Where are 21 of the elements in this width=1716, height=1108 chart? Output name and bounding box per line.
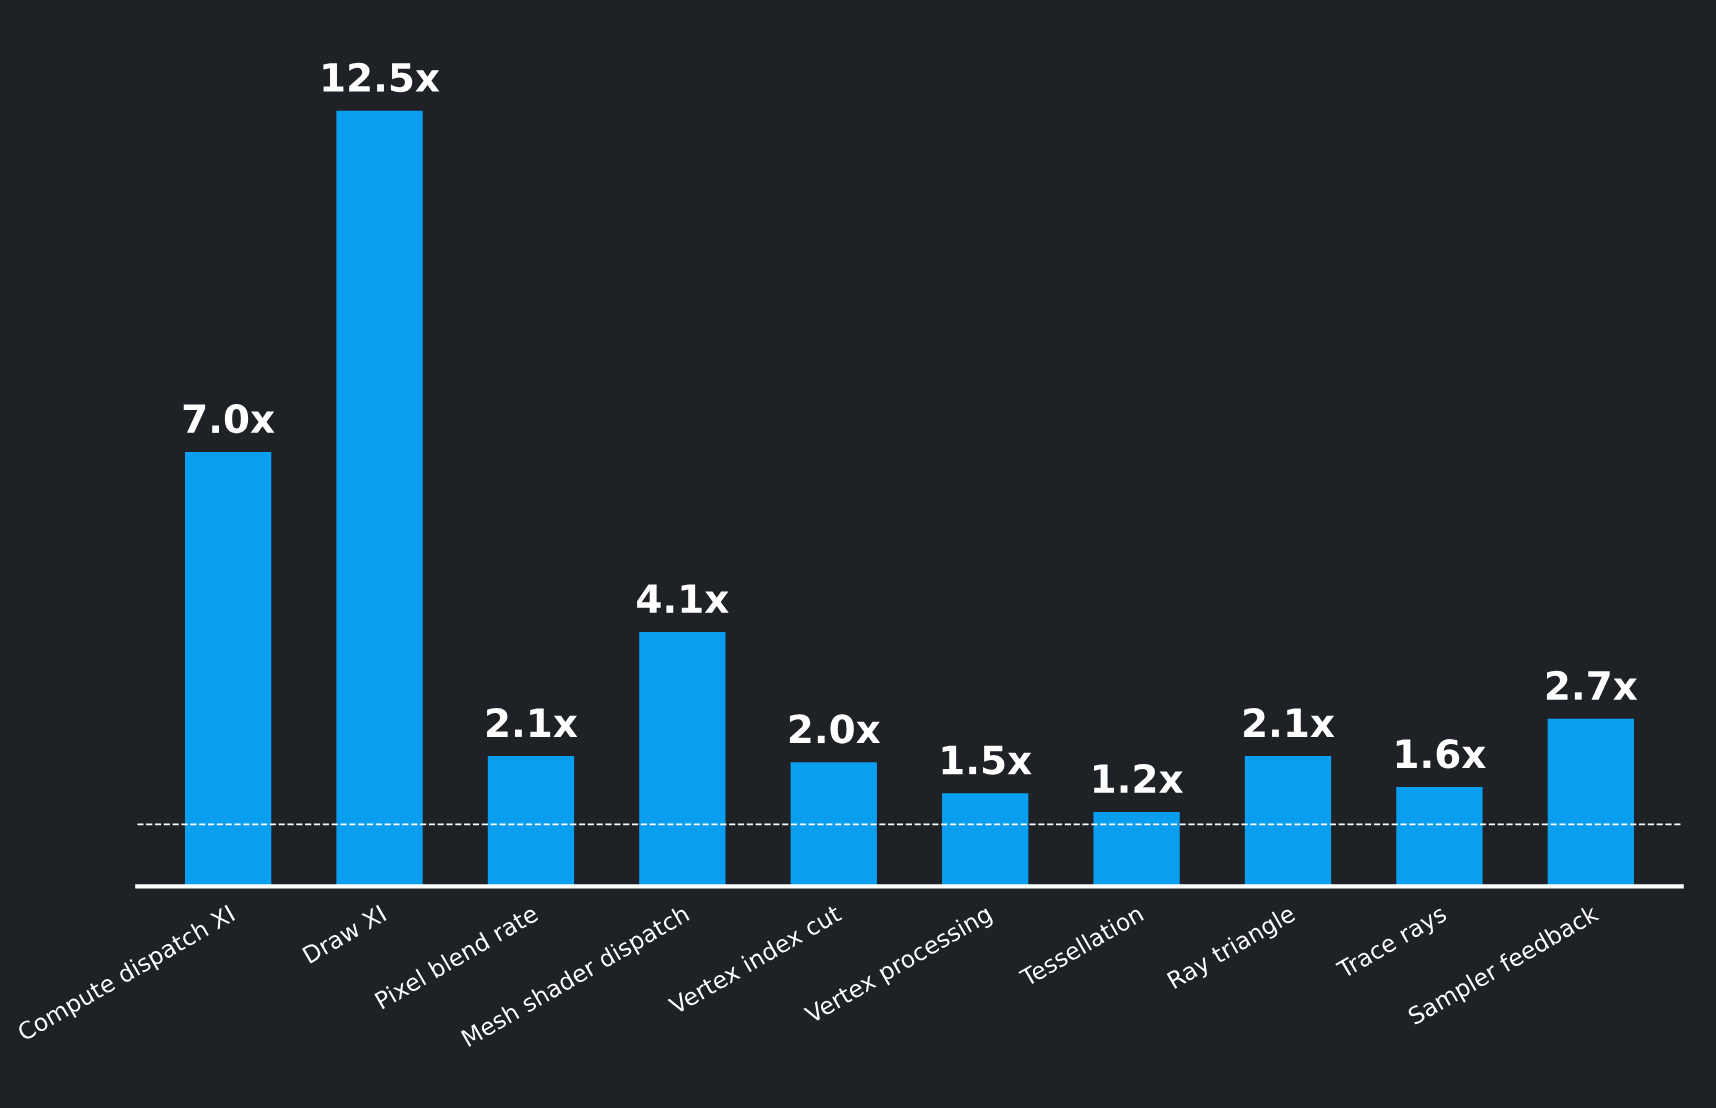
bar	[1547, 718, 1634, 887]
bar	[1396, 787, 1483, 887]
data-label: 4.1x	[637, 584, 729, 613]
data-label: 2.0x	[789, 714, 881, 744]
bar	[184, 452, 272, 887]
data-label: 12.5x	[323, 62, 440, 93]
x-tick-label: Trace rays	[1335, 904, 1450, 984]
data-label: 7.0x	[183, 404, 275, 434]
data-label: 1.2x	[1094, 763, 1183, 793]
bar	[942, 793, 1029, 887]
bar	[1244, 756, 1332, 887]
data-label: 2.1x	[487, 708, 578, 737]
bar	[790, 762, 877, 887]
bar	[639, 632, 726, 887]
data-label: 1.5x	[942, 745, 1032, 775]
data-label: 1.6x	[1396, 739, 1486, 769]
bar	[336, 110, 423, 887]
bar	[1093, 811, 1180, 887]
bar	[487, 756, 575, 887]
data-label: 2.1x	[1244, 708, 1335, 737]
data-label: 2.7x	[1546, 670, 1638, 700]
